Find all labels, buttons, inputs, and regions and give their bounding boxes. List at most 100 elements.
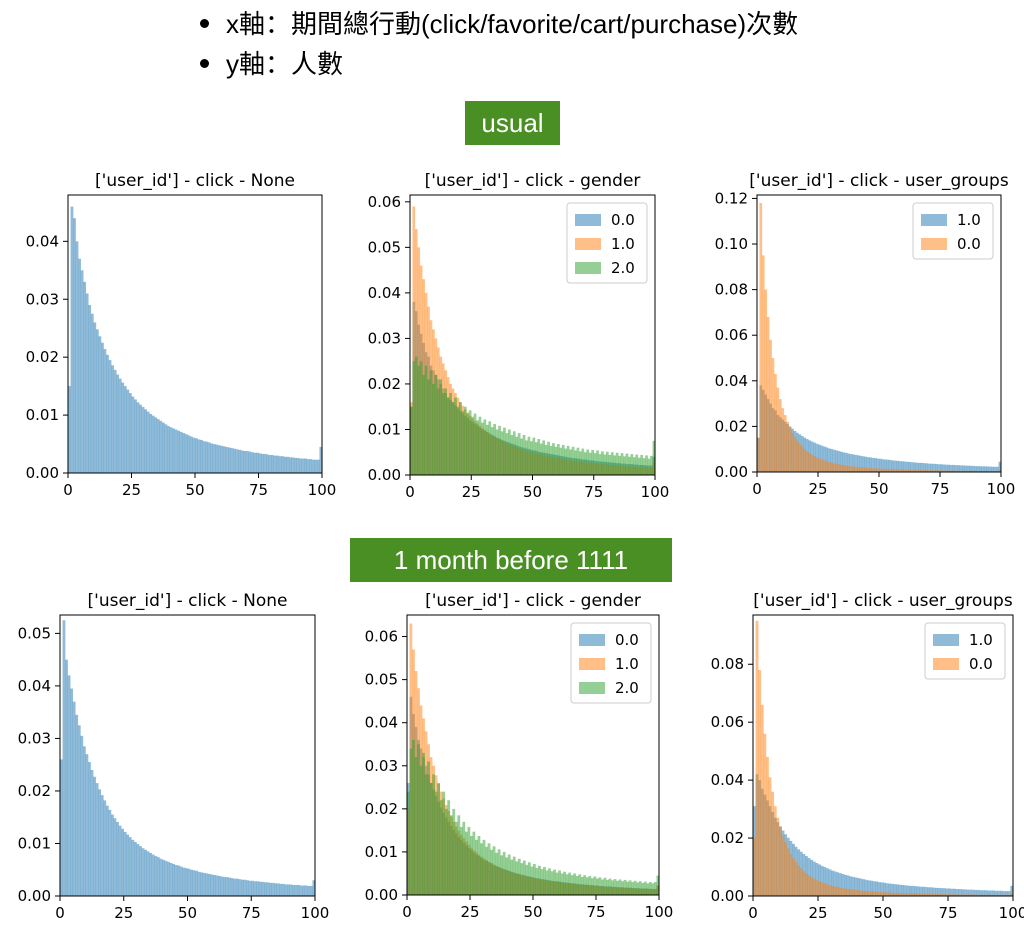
histogram-bar	[583, 875, 587, 895]
histogram-bar	[905, 461, 909, 472]
histogram-bar	[924, 893, 928, 896]
histogram-bar	[883, 882, 886, 896]
histogram-bar	[613, 455, 617, 475]
histogram-bar	[276, 883, 280, 896]
histogram-bar	[818, 458, 821, 472]
histogram-bar	[136, 402, 140, 473]
histogram-bar	[844, 452, 848, 472]
histogram-bar	[261, 881, 265, 896]
y-tick-label: 0.05	[18, 624, 51, 642]
histogram-bar	[924, 887, 928, 896]
histogram-bar	[896, 884, 899, 896]
histogram-bar	[786, 848, 790, 896]
histogram-bar	[953, 894, 957, 896]
histogram-bar	[436, 388, 440, 475]
histogram-bar	[955, 889, 959, 896]
histogram-bar	[861, 467, 865, 472]
x-tick-label: 100	[987, 480, 1016, 498]
histogram-bar	[976, 889, 980, 896]
histogram-bar	[508, 429, 511, 475]
histogram-bar	[103, 349, 107, 473]
histogram-bar	[996, 466, 999, 472]
histogram-bar	[638, 881, 642, 895]
histogram-bar	[877, 891, 881, 896]
histogram-bar	[483, 419, 487, 475]
histogram-bar	[583, 452, 587, 475]
histogram-bar	[573, 873, 577, 895]
histogram-bar	[874, 458, 877, 472]
histogram-bar	[890, 883, 894, 896]
histogram-bar	[905, 469, 909, 472]
histogram-bar	[241, 879, 244, 896]
histogram-bar	[871, 457, 875, 472]
x-tick-label: 25	[122, 481, 141, 499]
histogram-bar	[167, 426, 170, 473]
histogram-bar	[625, 453, 629, 475]
histogram-bar	[920, 470, 924, 472]
histogram-bar	[836, 872, 840, 896]
histogram-bar	[570, 875, 574, 895]
histogram-bar	[987, 890, 990, 896]
histogram-bar	[957, 465, 960, 472]
histogram-bar	[915, 469, 919, 472]
histogram-bar	[876, 458, 880, 472]
histogram-bar	[753, 838, 756, 896]
histogram-bar	[601, 879, 604, 895]
histogram-bar	[564, 448, 568, 475]
histogram-bar	[773, 806, 777, 896]
histogram-bar	[992, 894, 996, 896]
histogram-bar	[297, 884, 300, 896]
histogram-bar	[783, 415, 787, 472]
histogram-bar	[896, 469, 899, 472]
histogram-bar	[459, 402, 462, 475]
histogram-bar	[890, 892, 894, 896]
histogram-bar	[218, 876, 221, 896]
histogram-bar	[100, 795, 104, 896]
histogram-bar	[414, 356, 418, 475]
legend-label-0-0: 0.0	[969, 655, 993, 673]
histogram-bar	[833, 871, 837, 896]
histogram-bar	[760, 704, 764, 896]
histogram-bar	[966, 889, 970, 896]
histogram-bar	[891, 469, 894, 472]
histogram-bar	[268, 455, 272, 473]
histogram-bar	[942, 894, 946, 896]
histogram-bar	[864, 891, 868, 896]
histogram-bar	[820, 882, 824, 896]
histogram-bar	[159, 858, 163, 896]
histogram-bar	[645, 455, 648, 475]
histogram-bar	[80, 735, 84, 896]
y-tick-label: 0.00	[18, 887, 51, 905]
histogram-bar	[650, 455, 653, 475]
histogram-bar	[842, 452, 846, 472]
histogram-bar	[835, 463, 838, 472]
x-tick-label: 100	[308, 481, 337, 499]
histogram-bar	[154, 417, 158, 473]
histogram-bar	[925, 470, 929, 472]
histogram-bar	[253, 452, 257, 473]
histogram-bar	[187, 868, 191, 896]
histogram-bar	[841, 873, 845, 896]
histogram-bar	[141, 848, 145, 896]
chart-title: ['user_id'] - click - user_groups	[749, 171, 1009, 191]
histogram-bar	[930, 463, 933, 472]
histogram-bar	[187, 435, 191, 473]
histogram-bar	[628, 880, 632, 895]
histogram-bar	[646, 883, 650, 895]
histogram-bar	[93, 776, 96, 896]
histogram-bar	[893, 460, 897, 472]
histogram-bar	[552, 443, 555, 475]
histogram-bar	[522, 860, 526, 895]
x-tick-label: 75	[249, 481, 268, 499]
histogram-bar	[830, 462, 833, 472]
histogram-bar	[969, 465, 972, 472]
histogram-bar	[507, 854, 511, 895]
histogram-bar	[893, 892, 897, 896]
y-tick-label: 0.06	[715, 326, 748, 344]
histogram-bar	[210, 443, 214, 473]
histogram-bar	[412, 739, 415, 895]
histogram-bar	[95, 329, 99, 473]
histogram-bar	[473, 413, 477, 475]
histogram-bar	[233, 448, 236, 473]
histogram-bar	[825, 868, 829, 896]
